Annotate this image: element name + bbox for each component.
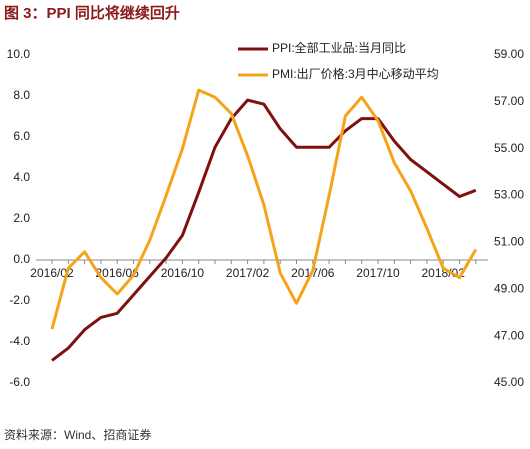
source: 资料来源：Wind、招商证券	[4, 427, 151, 442]
y2-tick-label: 51.00	[494, 235, 524, 249]
y-tick-label: -6.0	[9, 375, 30, 389]
y2-tick-label: 45.00	[494, 375, 524, 389]
x-tick-label: 2017/02	[226, 266, 270, 280]
y2-tick-label: 59.00	[494, 47, 524, 61]
y-tick-label: 2.0	[13, 211, 30, 225]
y2-tick-label: 55.00	[494, 141, 524, 155]
y2-tick-label: 47.00	[494, 328, 524, 342]
y-tick-label: -4.0	[9, 334, 30, 348]
x-tick-label: 2016/06	[96, 266, 140, 280]
y-tick-label: 6.0	[13, 129, 30, 143]
x-tick-label: 2017/10	[356, 266, 400, 280]
legend-label: PMI:出厂价格:3月中心移动平均	[272, 66, 439, 81]
x-tick-label: 2016/10	[161, 266, 205, 280]
y2-tick-label: 57.00	[494, 94, 524, 108]
chart-title: 图 3：PPI 同比将继续回升	[4, 4, 180, 22]
y-tick-label: 10.0	[7, 47, 31, 61]
series-line	[50, 88, 478, 330]
series-line	[51, 98, 477, 362]
y-tick-label: 8.0	[13, 88, 30, 102]
y-tick-label: -2.0	[9, 293, 30, 307]
legend-label: PPI:全部工业品:当月同比	[272, 40, 406, 55]
y-tick-label: 0.0	[13, 252, 30, 266]
y2-tick-label: 49.00	[494, 281, 524, 295]
y2-tick-label: 53.00	[494, 188, 524, 202]
x-tick-label: 2016/02	[30, 266, 74, 280]
x-tick-label: 2018/02	[422, 266, 466, 280]
y-tick-label: 4.0	[13, 170, 30, 184]
